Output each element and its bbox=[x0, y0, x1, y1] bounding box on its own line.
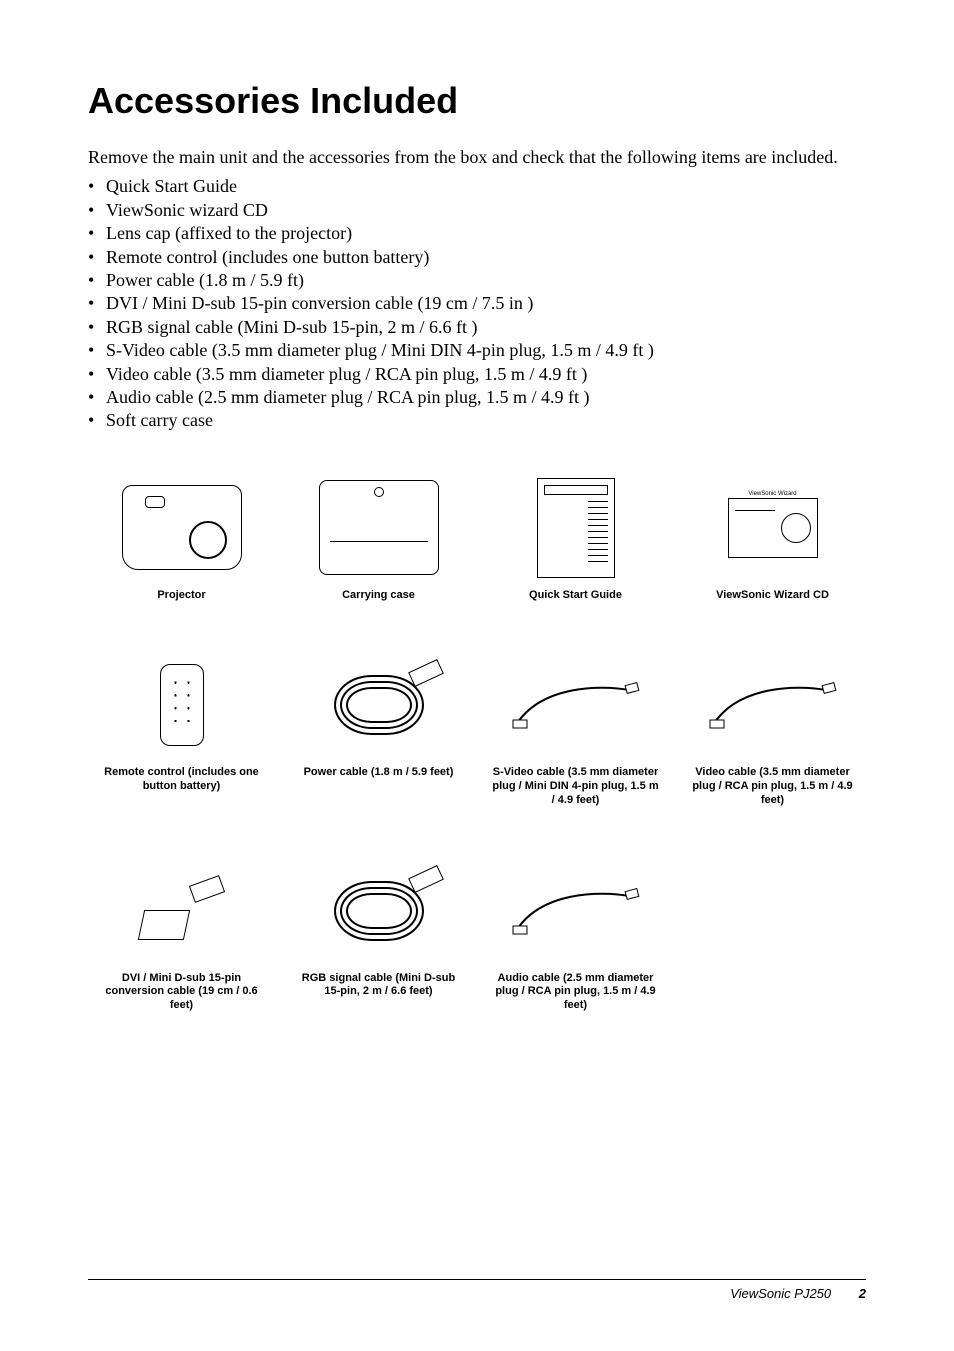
list-item: Audio cable (2.5 mm diameter plug / RCA … bbox=[106, 386, 866, 409]
caption: Audio cable (2.5 mm diameter plug / RCA … bbox=[491, 972, 661, 1013]
footer-page-number: 2 bbox=[859, 1286, 866, 1301]
projector-icon bbox=[122, 485, 242, 570]
list-item: Quick Start Guide bbox=[106, 175, 866, 198]
adapter-icon bbox=[137, 876, 227, 946]
page-footer: ViewSonic PJ250 2 bbox=[88, 1279, 866, 1301]
caption: Quick Start Guide bbox=[529, 589, 622, 603]
item-power-cable: Power cable (1.8 m / 5.9 feet) bbox=[285, 650, 472, 807]
document-icon bbox=[537, 478, 615, 578]
audio-cable-icon bbox=[511, 886, 641, 936]
footer-model: ViewSonic PJ250 bbox=[730, 1286, 831, 1301]
caption: ViewSonic Wizard CD bbox=[716, 589, 829, 603]
caption: Video cable (3.5 mm diameter plug / RCA … bbox=[688, 766, 858, 807]
item-rgb-cable: RGB signal cable (Mini D-sub 15-pin, 2 m… bbox=[285, 856, 472, 1013]
caption: Power cable (1.8 m / 5.9 feet) bbox=[304, 766, 454, 780]
list-item: Remote control (includes one button batt… bbox=[106, 246, 866, 269]
list-item: Power cable (1.8 m / 5.9 ft) bbox=[106, 269, 866, 292]
item-remote: Remote control (includes one button batt… bbox=[88, 650, 275, 807]
cd-icon: ViewSonic Wizard bbox=[728, 498, 818, 558]
accessory-grid: Projector Carrying case Quick Start Guid… bbox=[88, 473, 866, 1013]
cd-label: ViewSonic Wizard bbox=[729, 491, 817, 497]
caption: Carrying case bbox=[342, 589, 415, 603]
caption: RGB signal cable (Mini D-sub 15-pin, 2 m… bbox=[294, 972, 464, 1000]
item-svideo-cable: S-Video cable (3.5 mm diameter plug / Mi… bbox=[482, 650, 669, 807]
item-wizard-cd: ViewSonic Wizard ViewSonic Wizard CD bbox=[679, 473, 866, 603]
case-icon bbox=[319, 480, 439, 575]
item-carrying-case: Carrying case bbox=[285, 473, 472, 603]
caption: S-Video cable (3.5 mm diameter plug / Mi… bbox=[491, 766, 661, 807]
remote-icon bbox=[160, 664, 204, 746]
list-item: ViewSonic wizard CD bbox=[106, 199, 866, 222]
item-quick-start-guide: Quick Start Guide bbox=[482, 473, 669, 603]
svideo-cable-icon bbox=[511, 680, 641, 730]
list-item: DVI / Mini D-sub 15-pin conversion cable… bbox=[106, 292, 866, 315]
video-cable-icon bbox=[708, 680, 838, 730]
item-dvi-adapter: DVI / Mini D-sub 15-pin conversion cable… bbox=[88, 856, 275, 1013]
caption: Remote control (includes one button batt… bbox=[97, 766, 267, 794]
item-video-cable: Video cable (3.5 mm diameter plug / RCA … bbox=[679, 650, 866, 807]
item-projector: Projector bbox=[88, 473, 275, 603]
list-item: S-Video cable (3.5 mm diameter plug / Mi… bbox=[106, 339, 866, 362]
list-item: Soft carry case bbox=[106, 409, 866, 432]
accessory-bullet-list: Quick Start Guide ViewSonic wizard CD Le… bbox=[88, 175, 866, 432]
list-item: RGB signal cable (Mini D-sub 15-pin, 2 m… bbox=[106, 316, 866, 339]
empty-cell bbox=[679, 856, 866, 1013]
page-title: Accessories Included bbox=[88, 80, 866, 122]
list-item: Video cable (3.5 mm diameter plug / RCA … bbox=[106, 363, 866, 386]
intro-text: Remove the main unit and the accessories… bbox=[88, 146, 866, 169]
rgb-cable-icon bbox=[334, 881, 424, 941]
caption: DVI / Mini D-sub 15-pin conversion cable… bbox=[97, 972, 267, 1013]
caption: Projector bbox=[157, 589, 205, 603]
list-item: Lens cap (affixed to the projector) bbox=[106, 222, 866, 245]
item-audio-cable: Audio cable (2.5 mm diameter plug / RCA … bbox=[482, 856, 669, 1013]
power-cable-icon bbox=[334, 675, 424, 735]
